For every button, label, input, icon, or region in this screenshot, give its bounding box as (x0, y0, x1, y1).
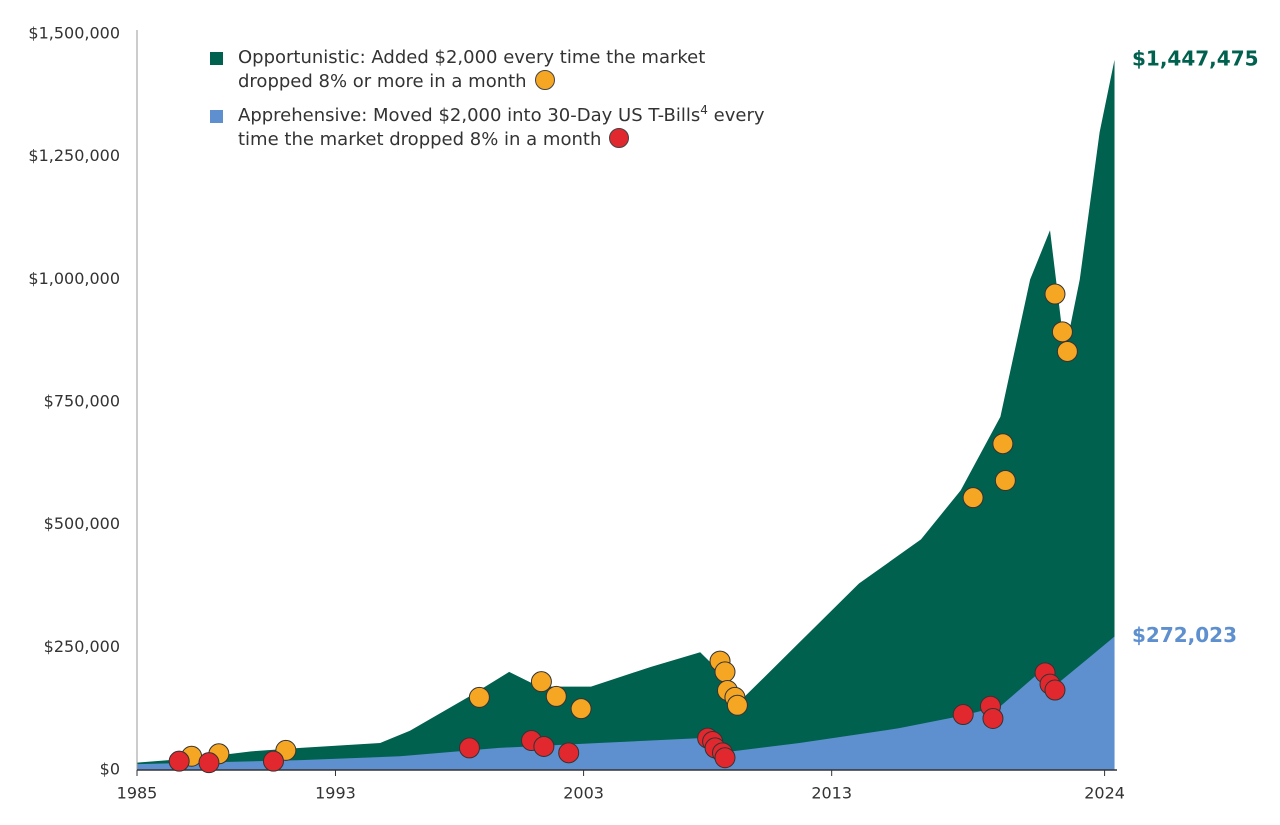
legend-item: Opportunistic: Added $2,000 every time t… (210, 46, 770, 94)
event-marker (570, 698, 592, 720)
event-marker (714, 661, 736, 683)
x-tick-label: 1993 (315, 784, 356, 803)
event-marker (168, 750, 190, 772)
y-tick-label: $1,000,000 (28, 269, 120, 288)
event-marker (1044, 679, 1066, 701)
area (137, 59, 1115, 770)
legend-swatch (210, 110, 223, 123)
event-marker (198, 752, 220, 774)
event-marker (992, 433, 1014, 455)
legend-dot (609, 128, 630, 148)
event-marker (994, 470, 1016, 492)
x-tick-label: 1985 (117, 784, 158, 803)
legend-label: Opportunistic: Added $2,000 every time t… (238, 47, 706, 92)
legend-label: Apprehensive: Moved $2,000 into 30-Day U… (238, 105, 701, 126)
y-tick-label: $1,500,000 (28, 24, 120, 43)
event-marker (458, 737, 480, 759)
end-label: $272,023 (1132, 623, 1237, 647)
y-tick-label: $500,000 (44, 514, 120, 533)
x-tick-label: 2013 (811, 784, 852, 803)
legend: Opportunistic: Added $2,000 every time t… (210, 46, 770, 162)
event-marker (533, 735, 555, 757)
y-tick-label: $750,000 (44, 392, 120, 411)
event-marker (558, 742, 580, 764)
x-tick-label: 2003 (563, 784, 604, 803)
event-marker (530, 671, 552, 693)
event-marker (262, 750, 284, 772)
event-marker (962, 487, 984, 509)
event-marker (1051, 321, 1073, 343)
y-tick-label: $250,000 (44, 637, 120, 656)
legend-swatch (210, 52, 223, 65)
x-tick-label: 2024 (1084, 784, 1125, 803)
event-marker (468, 686, 490, 708)
y-tick-label: $1,250,000 (28, 146, 120, 165)
legend-note: 4 (700, 103, 708, 117)
legend-dot (534, 70, 555, 90)
end-label: $1,447,475 (1132, 46, 1259, 70)
legend-item: Apprehensive: Moved $2,000 into 30-Day U… (210, 104, 770, 152)
legend-label: every time the market dropped 8% in a mo… (238, 105, 765, 150)
y-tick-label: $0 (100, 760, 120, 779)
area (137, 636, 1115, 770)
event-marker (545, 685, 567, 707)
event-marker (714, 747, 736, 769)
event-marker (1044, 283, 1066, 305)
event-marker (982, 707, 1004, 729)
event-marker (1056, 340, 1078, 362)
event-marker (952, 704, 974, 726)
event-marker (726, 694, 748, 716)
